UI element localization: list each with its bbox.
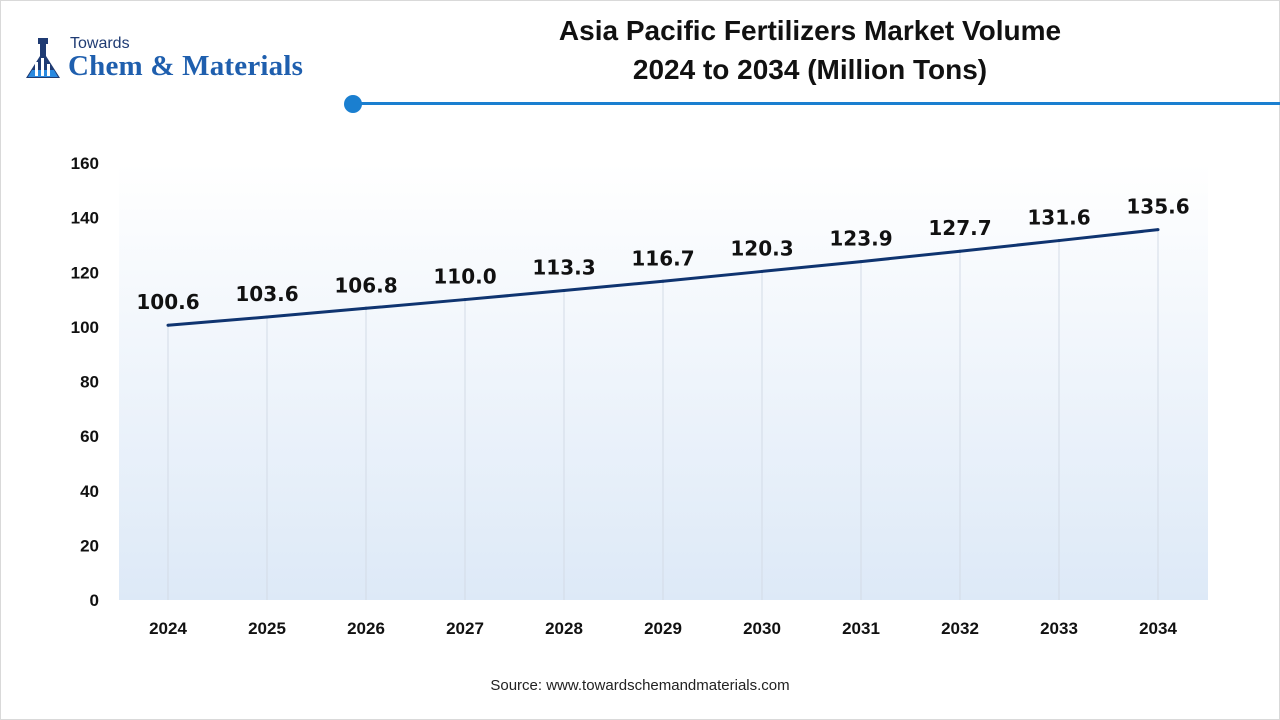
x-tick-label: 2026 [347, 619, 385, 638]
y-tick-label: 120 [71, 263, 99, 282]
data-label: 120.3 [730, 236, 793, 260]
data-label: 127.7 [928, 216, 991, 240]
x-tick-label: 2033 [1040, 619, 1078, 638]
data-label: 103.6 [235, 282, 298, 306]
y-tick-label: 140 [71, 209, 99, 228]
x-tick-label: 2031 [842, 619, 880, 638]
x-tick-label: 2032 [941, 619, 979, 638]
brand-logo: Towards Chem & Materials [22, 34, 342, 90]
data-label: 110.0 [433, 265, 496, 289]
chart-title-line-1: Asia Pacific Fertilizers Market Volume [558, 15, 1062, 46]
data-point [463, 298, 467, 302]
brand-line-1: Towards [70, 35, 130, 52]
data-label: 116.7 [631, 246, 694, 270]
data-point [364, 306, 368, 310]
x-tick-label: 2029 [644, 619, 682, 638]
y-tick-label: 160 [71, 154, 99, 173]
y-tick-label: 100 [71, 318, 99, 337]
data-point [958, 249, 962, 253]
data-point [265, 315, 269, 319]
data-point [1057, 239, 1061, 243]
x-tick-label: 2027 [446, 619, 484, 638]
data-label: 123.9 [829, 227, 892, 251]
x-tick-label: 2028 [545, 619, 583, 638]
x-tick-label: 2024 [149, 619, 187, 638]
y-tick-label: 40 [80, 482, 99, 501]
x-tick-label: 2030 [743, 619, 781, 638]
x-tick-label: 2034 [1139, 619, 1177, 638]
data-point [661, 279, 665, 283]
data-label: 100.6 [136, 290, 199, 314]
data-label: 106.8 [334, 273, 397, 297]
data-label: 135.6 [1126, 195, 1189, 219]
data-point [562, 289, 566, 293]
y-tick-label: 80 [80, 373, 99, 392]
data-label: 131.6 [1027, 206, 1090, 230]
data-point [760, 269, 764, 273]
header-accent-line [353, 102, 1280, 105]
y-tick-label: 0 [90, 591, 99, 610]
header-accent-dot [344, 95, 362, 113]
x-tick-label: 2025 [248, 619, 286, 638]
data-point [1156, 228, 1160, 232]
data-point [166, 323, 170, 327]
data-label: 113.3 [532, 256, 595, 280]
chart-title-line-2: 2024 to 2034 (Million Tons) [632, 54, 988, 85]
brand-line-2: Chem & Materials [68, 50, 304, 82]
y-tick-label: 60 [80, 427, 99, 446]
flask-icon [26, 38, 60, 78]
y-tick-label: 20 [80, 536, 99, 555]
source-note: Source: www.towardschemandmaterials.com [490, 677, 790, 694]
data-point [859, 260, 863, 264]
